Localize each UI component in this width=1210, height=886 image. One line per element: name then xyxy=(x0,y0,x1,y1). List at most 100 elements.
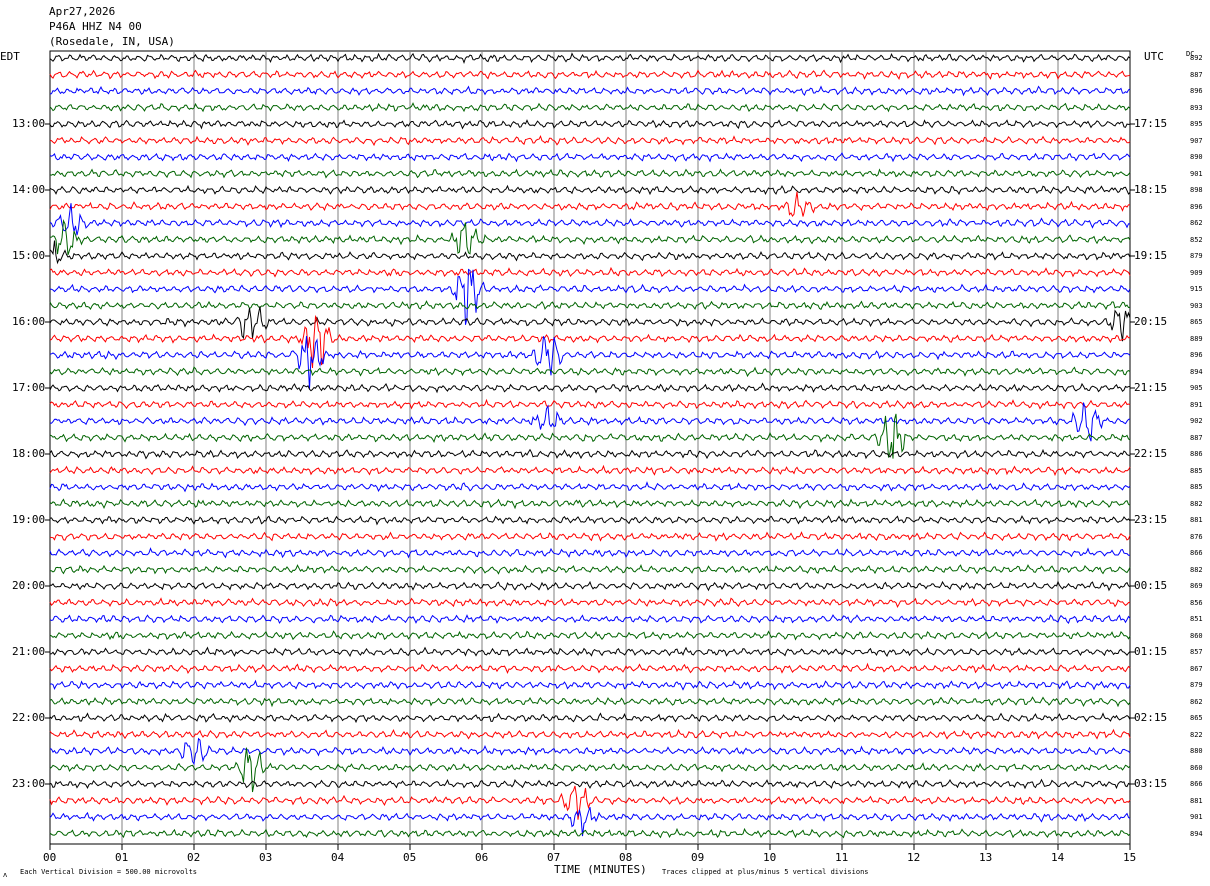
dc-offset-label: 860 xyxy=(1190,631,1203,640)
trace-line xyxy=(49,240,1131,265)
trace-line xyxy=(49,614,1131,625)
dc-offset-label: 866 xyxy=(1190,780,1203,788)
clip-note: Traces clipped at plus/minus 5 vertical … xyxy=(662,868,869,876)
trace-line xyxy=(49,515,1131,526)
left-time-label: 17:00 xyxy=(12,381,46,394)
dc-offset-label: 860 xyxy=(1190,763,1203,772)
x-tick-label: 10 xyxy=(763,851,777,864)
right-time-label: 22:15 xyxy=(1134,447,1168,460)
x-tick-label: 00 xyxy=(43,851,57,864)
dc-offset-label: 915 xyxy=(1190,285,1203,293)
x-tick-label: 13 xyxy=(979,851,993,864)
dc-offset-label: 887 xyxy=(1190,433,1203,442)
left-time-label: 22:00 xyxy=(12,711,46,724)
trace-line xyxy=(49,580,1131,592)
trace-line xyxy=(49,662,1131,675)
trace-line xyxy=(49,597,1131,608)
dc-offset-label: 902 xyxy=(1190,417,1203,425)
right-time-label: 01:15 xyxy=(1134,645,1168,658)
dc-offset-label: 905 xyxy=(1190,384,1203,392)
trace-line xyxy=(49,382,1131,394)
trace-line xyxy=(49,806,1131,837)
right-time-label: 00:15 xyxy=(1134,579,1168,592)
dc-offset-label: 890 xyxy=(1190,153,1203,161)
dc-offset-label: 896 xyxy=(1190,202,1203,211)
trace-line xyxy=(49,266,1131,278)
left-time-label: 16:00 xyxy=(12,315,46,328)
dc-offset-label: 887 xyxy=(1190,70,1203,79)
x-tick-label: 15 xyxy=(1123,851,1137,864)
dc-offset-label: 867 xyxy=(1190,664,1203,673)
trace-line xyxy=(49,737,1131,766)
trace-line xyxy=(49,119,1131,130)
trace-line xyxy=(49,498,1131,510)
x-tick-label: 08 xyxy=(619,851,633,864)
dc-offset-label: 889 xyxy=(1190,334,1203,343)
x-tick-label: 11 xyxy=(835,851,849,864)
dc-offset-label: 865 xyxy=(1190,714,1203,722)
x-tick-label: 07 xyxy=(547,851,561,864)
right-time-label: 18:15 xyxy=(1134,183,1168,196)
trace-line xyxy=(49,747,1131,793)
trace-line xyxy=(49,448,1131,460)
dc-offset-label: 881 xyxy=(1190,516,1203,524)
dc-offset-label: 903 xyxy=(1190,301,1203,310)
trace-line xyxy=(49,646,1131,658)
x-tick-label: 06 xyxy=(475,851,489,864)
corner-mark: ʌ xyxy=(3,871,8,879)
right-time-label: 17:15 xyxy=(1134,117,1168,130)
dc-offset-label: 885 xyxy=(1190,466,1203,475)
trace-line xyxy=(49,314,1131,369)
dc-offset-label: 894 xyxy=(1190,829,1203,838)
dc-offset-label: 896 xyxy=(1190,351,1203,359)
trace-line xyxy=(49,464,1131,477)
x-tick-label: 12 xyxy=(907,851,921,864)
dc-offset-label: 901 xyxy=(1190,813,1203,821)
trace-line xyxy=(49,712,1131,724)
dc-offset-label: 882 xyxy=(1190,565,1203,574)
dc-offset-label: 895 xyxy=(1190,120,1203,128)
dc-offset-label: 862 xyxy=(1190,697,1203,706)
dc-offset-label: 857 xyxy=(1190,648,1203,656)
x-tick-label: 02 xyxy=(187,851,201,864)
left-time-label: 20:00 xyxy=(12,579,46,592)
dc-offset-label: 851 xyxy=(1190,615,1203,623)
trace-line xyxy=(49,785,1131,820)
trace-line xyxy=(49,336,1131,390)
trace-line xyxy=(49,184,1131,196)
x-axis-title: TIME (MINUTES) xyxy=(554,863,647,876)
right-time-label: 03:15 xyxy=(1134,777,1168,790)
trace-line xyxy=(49,69,1131,80)
trace-line xyxy=(49,151,1131,163)
dc-offset-label: 866 xyxy=(1190,549,1203,557)
dc-offset-label: 882 xyxy=(1190,499,1203,508)
trace-line xyxy=(49,728,1131,740)
left-time-label: 18:00 xyxy=(12,447,46,460)
right-time-label: 21:15 xyxy=(1134,381,1168,394)
trace-line xyxy=(49,398,1131,410)
trace-line xyxy=(49,679,1131,691)
dc-offset-label: 879 xyxy=(1190,681,1203,689)
x-tick-label: 03 xyxy=(259,851,273,864)
trace-line xyxy=(49,778,1131,790)
x-tick-label: 01 xyxy=(115,851,129,864)
trace-line xyxy=(49,366,1131,378)
right-time-label: 23:15 xyxy=(1134,513,1168,526)
dc-offset-label: 865 xyxy=(1190,318,1203,326)
left-time-label: 21:00 xyxy=(12,645,46,658)
trace-line xyxy=(49,268,1131,325)
dc-header-label: DC xyxy=(1186,50,1195,58)
dc-offset-label: 907 xyxy=(1190,136,1203,145)
x-tick-label: 04 xyxy=(331,851,345,864)
trace-line xyxy=(49,696,1131,708)
left-time-label: 15:00 xyxy=(12,249,46,262)
trace-line xyxy=(49,203,1131,236)
header-date: Apr27,2026 xyxy=(49,5,116,18)
left-timezone-label: EDT xyxy=(0,50,20,63)
right-time-label: 19:15 xyxy=(1134,249,1168,262)
trace-line xyxy=(49,413,1131,459)
dc-offset-label: 879 xyxy=(1190,252,1203,260)
right-timezone-label: UTC xyxy=(1144,50,1164,63)
trace-line xyxy=(49,52,1131,64)
dc-offset-label: 909 xyxy=(1190,268,1203,277)
